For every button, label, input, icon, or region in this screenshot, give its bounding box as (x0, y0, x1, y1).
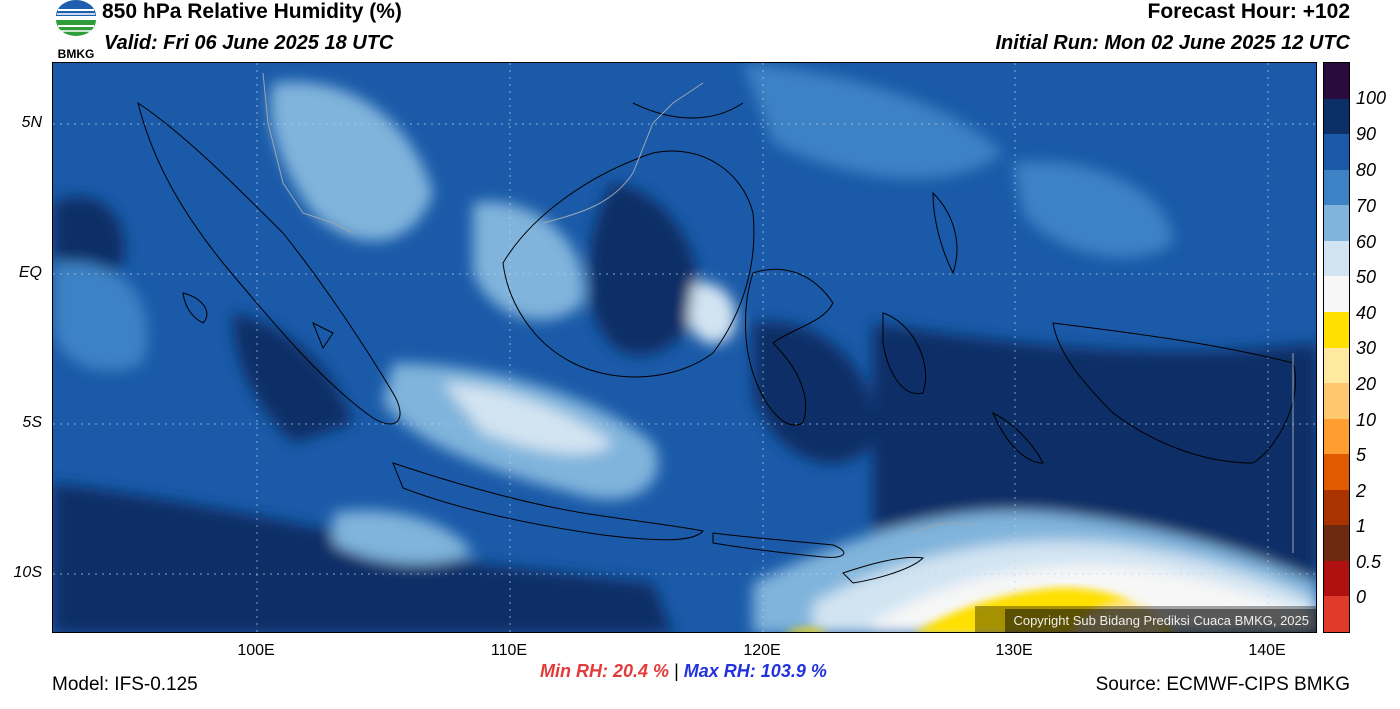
lat-label-5s: 5S (22, 414, 42, 431)
colorbar-label: 10 (1356, 410, 1377, 430)
colorbar-label: 50 (1356, 267, 1377, 287)
colorbar-segment (1324, 418, 1349, 455)
colorbar-label: 90 (1356, 124, 1377, 144)
colorbar-segment (1324, 134, 1349, 170)
colorbar-segment (1324, 489, 1349, 526)
colorbar-segment (1324, 98, 1349, 135)
colorbar-label: 80 (1356, 160, 1377, 180)
chart-title: 850 hPa Relative Humidity (%) (102, 0, 402, 23)
colorbar-segment (1324, 525, 1349, 561)
lon-label-120e: 120E (743, 642, 781, 659)
colorbar-label: 1 (1356, 516, 1367, 536)
colorbar-label: 2 (1356, 481, 1367, 501)
colorbar-segment (1324, 169, 1349, 206)
colorbar-segment (1324, 560, 1349, 597)
valid-time: Valid: Fri 06 June 2025 18 UTC (104, 32, 394, 54)
colorbar-label: 70 (1356, 196, 1377, 216)
lat-label-10s: 10S (13, 564, 42, 581)
colorbar-segment (1324, 240, 1349, 277)
colorbar-label: 40 (1356, 303, 1377, 323)
min-rh-value: 20.4 % (613, 661, 670, 681)
lon-label-100e: 100E (237, 642, 275, 659)
min-max-readout: Min RH: 20.4 % | Max RH: 103.9 % (540, 661, 827, 682)
model-info: Model: IFS-0.125 (52, 674, 198, 695)
colorbar-segment (1324, 596, 1349, 632)
max-rh-value: 103.9 % (760, 661, 827, 681)
colorbar-segment (1324, 311, 1349, 348)
forecast-hour: Forecast Hour: +102 (1147, 0, 1351, 23)
colorbar-segment (1324, 454, 1349, 490)
max-rh-label: Max RH: (683, 661, 756, 681)
humidity-map (52, 62, 1317, 633)
bmkg-logo: BMKG (52, 0, 100, 61)
colorbar-label: 30 (1356, 338, 1377, 358)
colorbar-label: 100 (1356, 88, 1387, 108)
colorbar-label: 0.5 (1356, 552, 1382, 572)
copyright-note: Copyright Sub Bidang Prediksi Cuaca BMKG… (1005, 609, 1317, 632)
initial-run: Initial Run: Mon 02 June 2025 12 UTC (995, 32, 1350, 54)
svg-text:BMKG: BMKG (58, 47, 95, 60)
colorbar-segment (1324, 383, 1349, 419)
source-info: Source: ECMWF-CIPS BMKG (1095, 674, 1350, 695)
lon-label-130e: 130E (995, 642, 1033, 659)
separator: | (674, 661, 679, 681)
colorbar-segment (1324, 63, 1349, 99)
colorbar-segment (1324, 276, 1349, 312)
colorbar-label: 0 (1356, 587, 1367, 607)
lon-label-110e: 110E (490, 642, 528, 659)
colorbar-segment (1324, 205, 1349, 241)
min-rh-label: Min RH: (540, 661, 608, 681)
lat-label-eq: EQ (18, 264, 42, 281)
colorbar-label: 20 (1356, 374, 1377, 394)
lon-label-140e: 140E (1248, 642, 1286, 659)
colorbar-label: 5 (1356, 445, 1367, 465)
colorbar (1323, 62, 1350, 633)
colorbar-segment (1324, 347, 1349, 384)
lat-label-5n: 5N (21, 114, 42, 131)
colorbar-label: 60 (1356, 232, 1377, 252)
